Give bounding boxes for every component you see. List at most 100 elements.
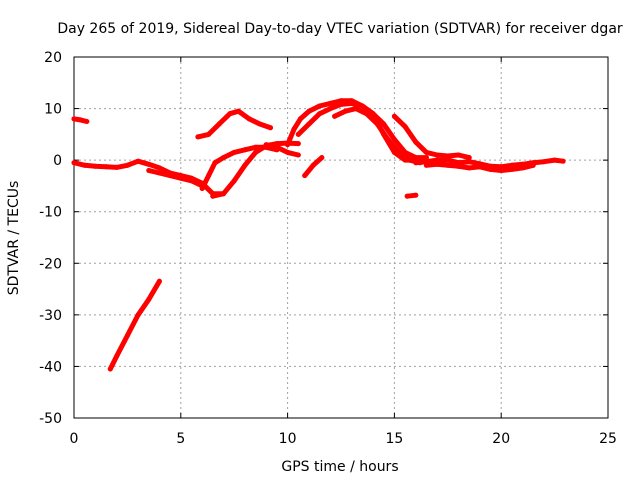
y-tick-label: -10 <box>39 205 62 221</box>
data-point <box>560 158 566 164</box>
data-point <box>319 155 325 161</box>
x-tick-label: 15 <box>385 431 403 447</box>
series-mid-cluster <box>263 142 301 158</box>
data-point <box>477 164 483 170</box>
series-small-dip <box>302 155 325 179</box>
data-point <box>221 191 226 197</box>
x-tick-label: 0 <box>70 431 79 447</box>
x-axis-label: GPS time / hours <box>281 459 398 475</box>
data-point <box>82 162 88 168</box>
data-point <box>178 175 184 181</box>
chart-title: Day 265 of 2019, Sidereal Day-to-day VTE… <box>57 21 623 37</box>
data-point <box>317 111 323 117</box>
data-point <box>146 296 152 302</box>
data-point <box>246 116 252 122</box>
data-point <box>206 131 212 137</box>
data-point <box>413 160 419 166</box>
data-point <box>242 162 248 168</box>
data-point <box>206 173 212 179</box>
data-point <box>530 162 536 168</box>
data-point <box>84 119 90 124</box>
data-point <box>253 144 259 150</box>
series-line <box>263 142 301 158</box>
data-point <box>327 106 333 112</box>
series-morning-hump <box>195 108 273 140</box>
y-tick-label: 10 <box>44 102 62 118</box>
y-tick-label: -40 <box>39 359 62 375</box>
data-point <box>285 149 291 155</box>
data-point <box>434 161 440 167</box>
y-tick-label: -20 <box>39 256 62 272</box>
data-point <box>146 161 152 167</box>
data-point <box>199 186 205 191</box>
data-series <box>71 98 566 372</box>
data-point <box>466 165 472 171</box>
data-point <box>434 157 440 163</box>
data-point <box>445 157 451 163</box>
y-axis-ticks: -50 -40 -30 -20 -10 0 10 20 <box>39 50 608 427</box>
data-point <box>306 108 312 114</box>
data-point <box>103 164 109 170</box>
data-point <box>295 152 301 158</box>
data-point <box>216 121 222 127</box>
data-point <box>498 168 504 173</box>
data-point <box>236 108 241 114</box>
y-tick-label: 20 <box>44 50 62 66</box>
data-point <box>77 117 83 123</box>
data-point <box>71 116 77 122</box>
data-point <box>349 100 355 106</box>
series-peak-b <box>295 100 429 161</box>
data-point <box>242 147 248 153</box>
data-point <box>370 111 376 117</box>
data-point <box>332 113 338 119</box>
data-point <box>221 155 226 161</box>
series-baseline-early-b <box>146 168 205 189</box>
data-point <box>156 165 162 171</box>
data-point <box>466 155 472 161</box>
series-evening-tail-b <box>423 161 536 173</box>
data-point <box>396 149 402 155</box>
data-point <box>364 111 370 117</box>
data-point <box>263 142 269 148</box>
data-point <box>310 162 316 168</box>
plot-frame <box>73 56 609 419</box>
series-rise-a <box>199 144 280 191</box>
data-point <box>509 162 515 168</box>
data-point <box>210 193 216 199</box>
data-point <box>466 159 472 165</box>
data-point <box>285 142 291 148</box>
data-point <box>445 162 451 168</box>
series-line <box>199 144 280 191</box>
data-point <box>423 149 429 155</box>
data-point <box>114 164 120 170</box>
x-tick-label: 20 <box>492 431 510 447</box>
data-point <box>92 163 98 169</box>
data-point <box>353 106 359 112</box>
data-point <box>509 166 515 172</box>
x-tick-label: 25 <box>599 431 617 447</box>
data-point <box>268 125 273 131</box>
data-point <box>317 103 323 109</box>
data-point <box>374 121 380 127</box>
data-point <box>488 166 493 172</box>
data-point <box>413 192 419 198</box>
data-point <box>189 178 194 184</box>
series-afternoon-hump <box>391 113 472 161</box>
series-isolated-dot <box>404 192 419 199</box>
y-tick-label: -50 <box>39 411 62 427</box>
data-point <box>212 160 218 166</box>
series-start-fragment <box>71 116 90 124</box>
data-point <box>406 157 412 163</box>
data-point <box>402 124 408 130</box>
data-point <box>434 152 440 158</box>
data-point <box>338 101 344 107</box>
data-point <box>156 170 162 176</box>
x-axis-ticks: 0 5 10 15 20 25 <box>70 57 617 447</box>
data-point <box>167 173 173 179</box>
data-point <box>552 157 558 163</box>
data-point <box>253 149 259 155</box>
data-point <box>231 178 237 184</box>
data-point <box>456 163 461 169</box>
x-tick-label: 5 <box>176 431 185 447</box>
